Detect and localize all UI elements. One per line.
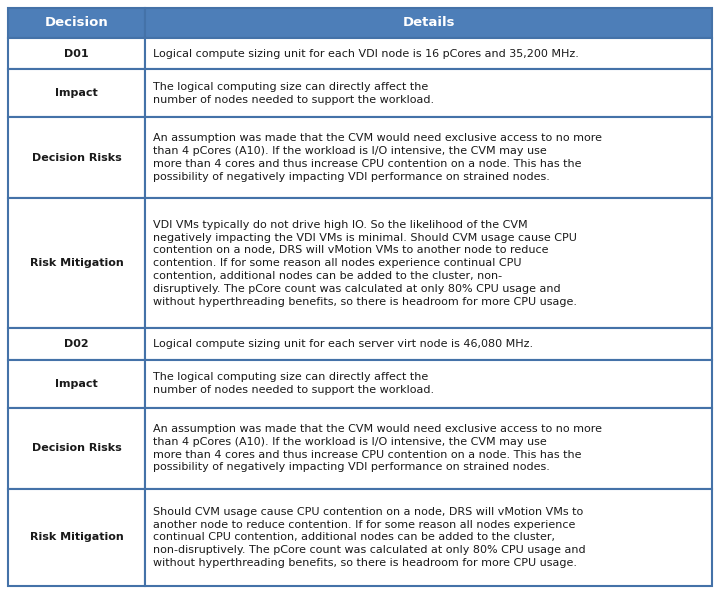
Text: D02: D02	[64, 339, 89, 349]
Bar	[8, 38, 145, 69]
Text: Details: Details	[402, 17, 455, 29]
Text: Decision Risks: Decision Risks	[32, 153, 122, 163]
Text: Logical compute sizing unit for each server virt node is 46,080 MHz.: Logical compute sizing unit for each ser…	[153, 339, 534, 349]
Text: Should CVM usage cause CPU contention on a node, DRS will vMotion VMs to
another: Should CVM usage cause CPU contention on…	[153, 507, 586, 568]
Bar	[145, 198, 712, 328]
Bar	[8, 8, 145, 38]
Bar	[145, 360, 712, 407]
Text: VDI VMs typically do not drive high IO. So the likelihood of the CVM
negatively : VDI VMs typically do not drive high IO. …	[153, 220, 577, 307]
Text: Logical compute sizing unit for each VDI node is 16 pCores and 35,200 MHz.: Logical compute sizing unit for each VDI…	[153, 49, 579, 58]
Text: Risk Mitigation: Risk Mitigation	[30, 258, 124, 268]
Text: The logical computing size can directly affect the
number of nodes needed to sup: The logical computing size can directly …	[153, 82, 434, 105]
Bar	[145, 8, 712, 38]
Bar	[8, 69, 145, 117]
Text: An assumption was made that the CVM would need exclusive access to no more
than : An assumption was made that the CVM woul…	[153, 424, 602, 472]
Bar	[8, 198, 145, 328]
Bar	[145, 489, 712, 586]
Bar	[8, 328, 145, 360]
Text: D01: D01	[64, 49, 89, 58]
Bar	[8, 489, 145, 586]
Bar	[8, 407, 145, 489]
Bar	[145, 117, 712, 198]
Text: The logical computing size can directly affect the
number of nodes needed to sup: The logical computing size can directly …	[153, 372, 434, 395]
Text: An assumption was made that the CVM would need exclusive access to no more
than : An assumption was made that the CVM woul…	[153, 134, 602, 182]
Bar	[145, 69, 712, 117]
Text: Decision: Decision	[45, 17, 109, 29]
Text: Impact: Impact	[55, 379, 98, 388]
Bar	[8, 360, 145, 407]
Text: Decision Risks: Decision Risks	[32, 443, 122, 453]
Bar	[8, 117, 145, 198]
Bar	[145, 328, 712, 360]
Text: Impact: Impact	[55, 88, 98, 98]
Bar	[145, 38, 712, 69]
Text: Risk Mitigation: Risk Mitigation	[30, 532, 124, 542]
Bar	[145, 407, 712, 489]
